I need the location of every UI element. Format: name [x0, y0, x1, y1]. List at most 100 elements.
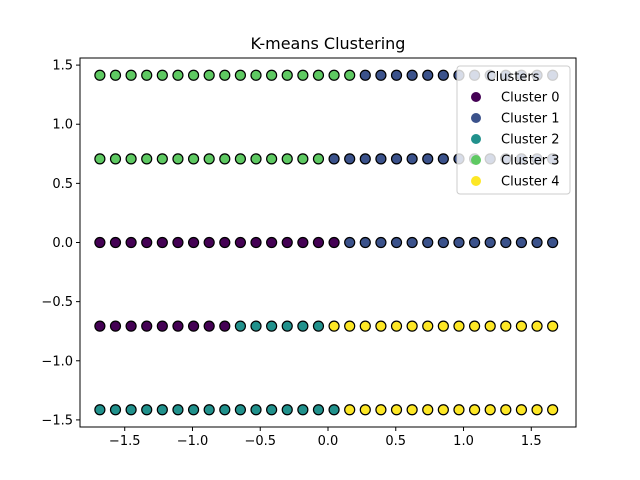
chart-title: K-means Clustering [251, 34, 406, 53]
data-point-cluster-4 [468, 320, 481, 332]
data-point-cluster-1 [344, 153, 356, 165]
x-tick-label: 1.0 [453, 434, 474, 449]
data-point-cluster-1 [515, 236, 528, 249]
data-point-cluster-1 [375, 153, 387, 165]
legend-box [456, 65, 571, 195]
y-tick-label: 0.0 [52, 236, 73, 251]
data-point-cluster-1 [390, 69, 403, 81]
data-point-cluster-3 [281, 153, 293, 165]
data-point-cluster-3 [156, 69, 168, 81]
data-point-cluster-1 [406, 153, 418, 165]
data-point-cluster-0 [141, 320, 153, 332]
data-point-cluster-1 [500, 236, 512, 249]
data-point-cluster-3 [234, 153, 246, 165]
data-point-cluster-0 [94, 320, 106, 332]
data-point-cluster-0 [187, 236, 200, 249]
y-tick-label: 1.5 [52, 59, 73, 74]
data-point-cluster-4 [547, 320, 559, 332]
data-point-cluster-2 [219, 404, 231, 416]
data-point-cluster-4 [375, 320, 387, 332]
legend-entries: Cluster 0 Cluster 1 Cluster 2 Cluster 3 Clus… [471, 91, 560, 190]
data-point-cluster-1 [453, 236, 465, 249]
y-axis: −1.5 −1.0 −0.5 0.0 0.5 1.0 1.5 [41, 59, 80, 428]
data-point-cluster-0 [109, 320, 122, 332]
data-point-cluster-3 [203, 69, 215, 81]
data-point-cluster-1 [359, 69, 371, 81]
data-point-cluster-1 [406, 236, 418, 249]
legend-marker-cluster-2 [471, 134, 481, 144]
data-point-cluster-3 [125, 153, 137, 165]
legend-marker-cluster-1 [471, 113, 481, 123]
data-point-cluster-4 [406, 404, 418, 416]
y-tick-label: 1.0 [52, 118, 73, 133]
y-tick-label: −0.5 [41, 295, 73, 310]
data-point-cluster-0 [172, 236, 184, 249]
x-tick-label: −1.0 [177, 434, 209, 449]
x-tick-label: −1.5 [109, 434, 141, 449]
data-point-cluster-2 [172, 404, 184, 416]
data-point-cluster-1 [484, 236, 496, 249]
data-point-cluster-1 [344, 236, 356, 249]
data-point-cluster-4 [468, 404, 481, 416]
data-point-cluster-3 [141, 153, 153, 165]
data-point-cluster-3 [187, 153, 200, 165]
legend-label-cluster-4: Cluster 4 [501, 175, 560, 190]
data-point-cluster-1 [437, 69, 449, 81]
data-point-cluster-0 [250, 236, 262, 249]
data-point-cluster-3 [328, 69, 340, 81]
data-point-cluster-0 [297, 236, 309, 249]
data-point-cluster-1 [422, 69, 434, 81]
data-point-cluster-0 [203, 320, 215, 332]
data-point-cluster-0 [156, 236, 168, 249]
data-point-cluster-4 [406, 320, 418, 332]
data-point-cluster-4 [437, 404, 449, 416]
data-point-cluster-1 [422, 236, 434, 249]
data-point-cluster-2 [250, 320, 262, 332]
legend-title: Clusters [487, 70, 540, 85]
data-point-cluster-2 [109, 404, 122, 416]
data-point-cluster-4 [453, 404, 465, 416]
data-point-cluster-3 [250, 69, 262, 81]
data-point-cluster-4 [453, 320, 465, 332]
data-point-cluster-1 [406, 69, 418, 81]
data-point-cluster-1 [375, 236, 387, 249]
data-point-cluster-4 [422, 320, 434, 332]
legend-label-cluster-2: Cluster 2 [501, 133, 560, 148]
data-point-cluster-3 [281, 69, 293, 81]
data-point-cluster-4 [422, 404, 434, 416]
data-point-cluster-1 [437, 153, 449, 165]
legend-marker-cluster-4 [471, 176, 481, 186]
data-point-cluster-4 [531, 320, 543, 332]
data-point-cluster-2 [250, 404, 262, 416]
data-point-cluster-0 [109, 236, 122, 249]
data-point-cluster-0 [219, 320, 231, 332]
data-point-cluster-3 [125, 69, 137, 81]
data-point-cluster-3 [219, 153, 231, 165]
data-point-cluster-0 [203, 236, 215, 249]
data-point-cluster-1 [390, 153, 403, 165]
data-point-cluster-0 [187, 320, 200, 332]
legend-marker-cluster-0 [471, 92, 481, 102]
data-point-cluster-3 [109, 153, 122, 165]
data-point-cluster-2 [234, 404, 246, 416]
x-tick-label: −0.5 [244, 434, 276, 449]
data-point-cluster-3 [219, 69, 231, 81]
data-point-cluster-4 [500, 404, 512, 416]
legend-label-cluster-1: Cluster 1 [501, 112, 560, 127]
data-point-cluster-2 [312, 320, 325, 332]
data-point-cluster-3 [187, 69, 200, 81]
data-point-cluster-4 [328, 320, 340, 332]
data-point-cluster-2 [156, 404, 168, 416]
data-point-cluster-3 [297, 69, 309, 81]
data-point-cluster-2 [297, 404, 309, 416]
data-point-cluster-3 [203, 153, 215, 165]
data-point-cluster-2 [187, 404, 200, 416]
data-point-cluster-0 [156, 320, 168, 332]
data-point-cluster-0 [234, 236, 246, 249]
data-point-cluster-4 [484, 320, 496, 332]
data-point-cluster-4 [531, 404, 543, 416]
data-point-cluster-4 [484, 404, 496, 416]
data-point-cluster-3 [312, 69, 325, 81]
legend-marker-cluster-3 [471, 155, 481, 165]
